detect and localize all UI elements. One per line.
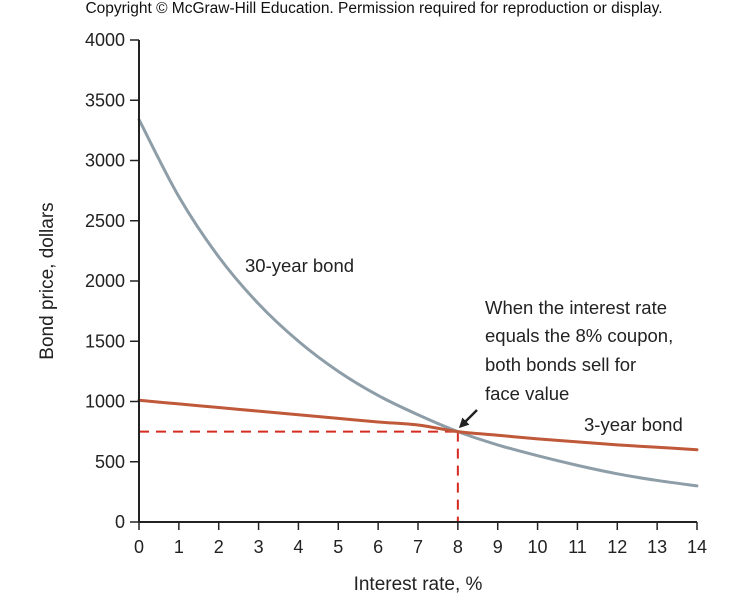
y-tick-label: 1500 bbox=[85, 331, 125, 351]
y-tick-label: 1000 bbox=[85, 392, 125, 412]
y-tick-label: 500 bbox=[95, 452, 125, 472]
x-tick-label: 10 bbox=[528, 537, 548, 557]
x-tick-label: 8 bbox=[453, 537, 463, 557]
x-tick-label: 1 bbox=[174, 537, 184, 557]
y-tick-label: 2000 bbox=[85, 271, 125, 291]
x-tick-label: 7 bbox=[413, 537, 423, 557]
y-tick-label: 0 bbox=[115, 512, 125, 532]
y-tick-label: 4000 bbox=[85, 30, 125, 50]
series-label-30-year: 30-year bond bbox=[245, 255, 354, 276]
x-tick-label: 5 bbox=[333, 537, 343, 557]
y-axis-title: Bond price, dollars bbox=[37, 202, 58, 359]
y-tick-label: 2500 bbox=[85, 211, 125, 231]
series-line-30-year-bond bbox=[137, 118, 699, 488]
series-label-3-year: 3-year bond bbox=[584, 414, 683, 435]
y-tick-label: 3500 bbox=[85, 90, 125, 110]
x-tick-label: 14 bbox=[687, 537, 707, 557]
annotation-line-4: face value bbox=[485, 383, 569, 404]
x-tick-label: 3 bbox=[254, 537, 264, 557]
x-tick-label: 13 bbox=[647, 537, 667, 557]
x-tick-label: 6 bbox=[373, 537, 383, 557]
copyright-notice: Copyright © McGraw-Hill Education. Permi… bbox=[85, 0, 663, 17]
x-tick-label: 0 bbox=[134, 537, 144, 557]
annotation-line-3: both bonds sell for bbox=[485, 354, 636, 375]
annotation-line-2: equals the 8% coupon, bbox=[485, 325, 673, 346]
x-tick-label: 12 bbox=[607, 537, 627, 557]
x-tick-label: 2 bbox=[214, 537, 224, 557]
x-tick-label: 9 bbox=[493, 537, 503, 557]
annotation-line-1: When the interest rate bbox=[485, 297, 667, 318]
y-tick-label: 3000 bbox=[85, 151, 125, 171]
x-tick-label: 4 bbox=[293, 537, 303, 557]
x-axis-title: Interest rate, % bbox=[354, 574, 483, 595]
x-tick-label: 11 bbox=[568, 537, 587, 557]
series-line-3-year-bond bbox=[137, 398, 699, 452]
annotation-arrow bbox=[458, 409, 478, 429]
